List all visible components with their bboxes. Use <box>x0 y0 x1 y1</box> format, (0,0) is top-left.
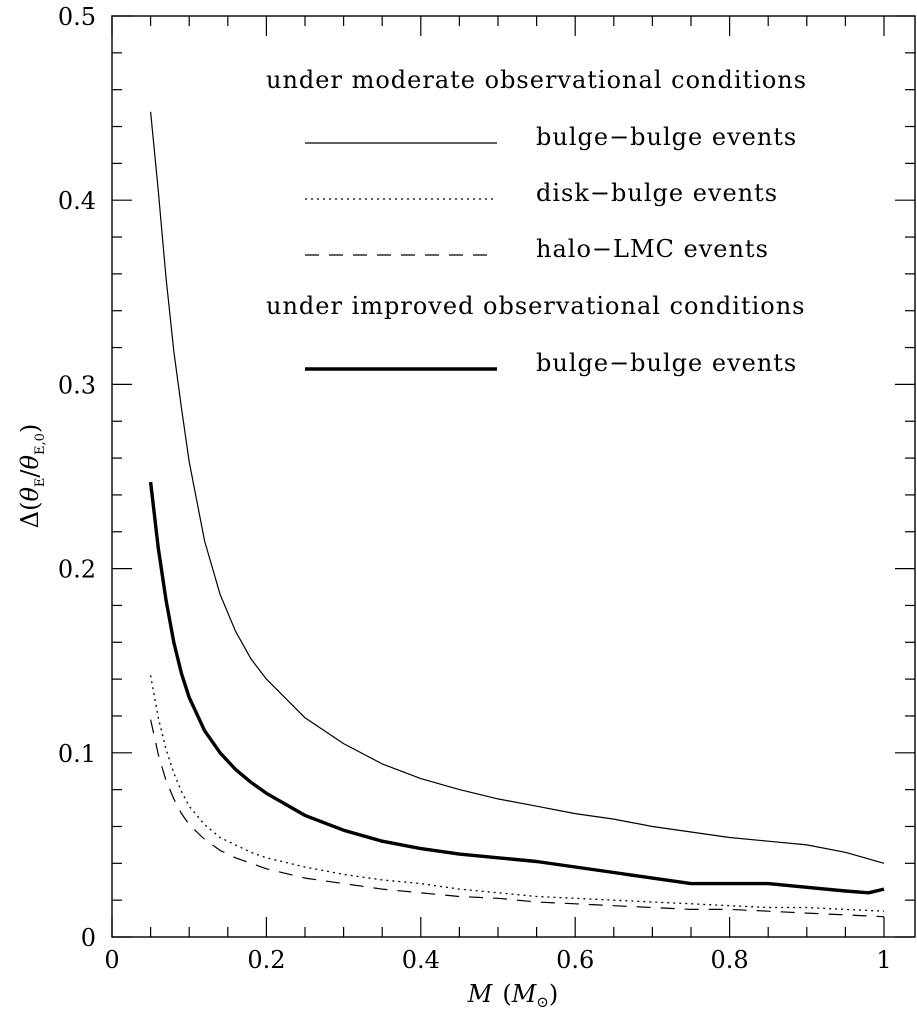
x-tick-label: 0.2 <box>247 946 285 974</box>
series-line-dotted-moderate <box>149 675 885 912</box>
y-tick-label: 0.1 <box>58 740 96 768</box>
series-line-dashed-moderate <box>150 719 885 918</box>
x-tick-label: 0.8 <box>711 946 749 974</box>
series-line-solid-moderate <box>150 111 885 864</box>
series-layer <box>148 111 885 918</box>
x-tick-label: 0.4 <box>402 946 440 974</box>
y-tick-label: 0.3 <box>58 371 96 399</box>
legend: under moderate observational conditions b… <box>266 66 807 377</box>
plot-frame <box>111 15 916 938</box>
legend-heading: under moderate observational conditions <box>266 66 807 94</box>
tick-labels: 0 0.2 0.4 0.6 0.8 1 0 0.1 0.2 0.3 0.4 0.5 <box>58 3 892 974</box>
y-tick-label: 0 <box>81 924 96 952</box>
y-axis-title: Δ(θE/θE,0) <box>16 424 48 528</box>
legend-label: bulge−bulge events <box>536 349 797 377</box>
legend-label: bulge−bulge events <box>536 123 797 151</box>
series-line-thick-solid-improved <box>148 481 885 895</box>
legend-heading: under improved observational conditions <box>266 292 806 320</box>
legend-label: halo−LMC events <box>536 235 769 263</box>
legend-label: disk−bulge events <box>536 179 778 207</box>
x-tick-label: 0 <box>104 946 119 974</box>
y-tick-label: 0.4 <box>58 187 96 215</box>
x-tick-label: 1 <box>876 946 891 974</box>
x-tick-label: 0.6 <box>556 946 594 974</box>
y-tick-label: 0.2 <box>58 556 96 584</box>
axis-ticks <box>111 15 915 938</box>
x-axis-title: M (M⊙) <box>467 980 558 1011</box>
y-tick-label: 0.5 <box>58 3 96 31</box>
